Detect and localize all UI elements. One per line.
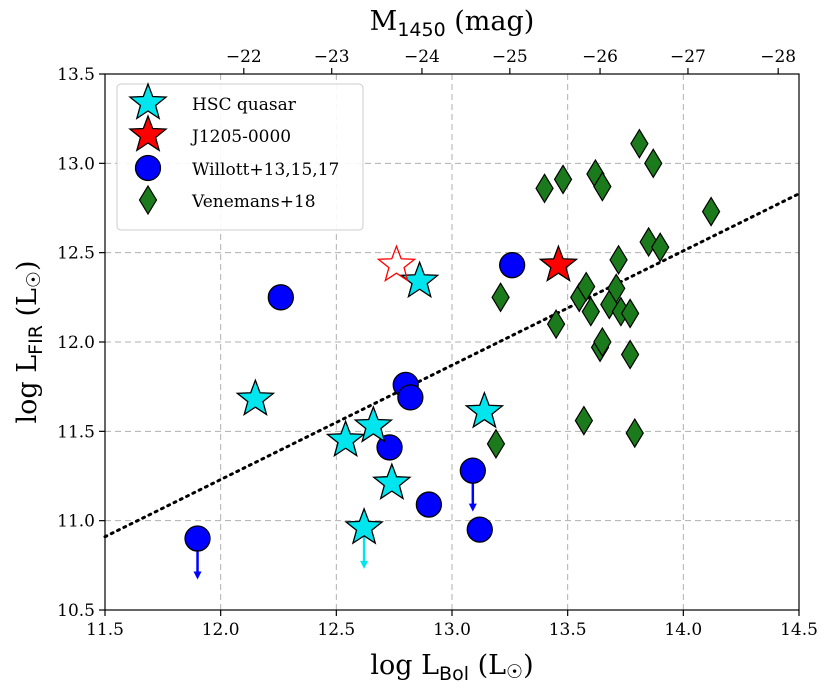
- willott-point-limit-head: [468, 503, 477, 512]
- fit-line-layer: [103, 192, 801, 539]
- venemans-point: [491, 282, 510, 313]
- legend-marker-venemans: [138, 184, 158, 216]
- legend-label-willott: Willott+13,15,17: [192, 160, 339, 180]
- top-tick-label: −23: [314, 47, 350, 67]
- y-tick-label: 12.5: [57, 244, 95, 264]
- venemans-point: [644, 148, 663, 179]
- hsc-quasar-point: [344, 506, 384, 545]
- top-tick-label: −25: [492, 47, 528, 67]
- venemans-point: [620, 298, 640, 329]
- venemans-point: [553, 164, 573, 195]
- willott-point-limit-head: [193, 571, 202, 580]
- top-tick-label: −22: [226, 47, 262, 67]
- x-tick-label: 13.0: [433, 620, 471, 640]
- y-tick-label: 12.0: [57, 333, 95, 353]
- venemans-point: [609, 244, 628, 275]
- ticks-layer: 11.5 12.0 12.5 13.0 13.5 14.0 14.5 10.5 11.0 11.5…: [57, 47, 818, 640]
- legend-label-venemans: Venemans+18: [191, 192, 316, 212]
- willott-point: [466, 516, 493, 543]
- willott-point: [415, 491, 443, 518]
- legend-marker-willott: [134, 154, 162, 182]
- willott-point: [498, 252, 526, 279]
- venemans-point: [535, 173, 554, 204]
- hsc-quasar-point: [325, 419, 366, 458]
- y-tick-label: 13.5: [57, 65, 95, 85]
- top-tick-label: −27: [670, 47, 706, 67]
- x-tick-label: 14.0: [664, 620, 702, 640]
- x-axis-label: log LBol (L☉): [370, 650, 533, 685]
- venemans-point: [593, 326, 612, 358]
- hsc-quasar-point-limit-head: [360, 560, 369, 569]
- fit-line: [103, 192, 801, 539]
- top-tick-label: −24: [404, 47, 440, 67]
- y-axis-label: log LFIR (L☉): [12, 260, 47, 423]
- venemans-point: [574, 405, 594, 436]
- hsc-quasar-point: [353, 405, 394, 443]
- y-tick-label: 13.0: [57, 154, 95, 174]
- willott-point: [267, 284, 294, 311]
- venemans-point: [630, 128, 649, 159]
- venemans-point: [486, 428, 506, 459]
- legend-marker-hsc-quasar: [128, 82, 168, 120]
- venemans-point: [546, 308, 566, 340]
- hsc-quasar-point: [372, 462, 412, 501]
- x-tick-label: 14.5: [780, 620, 818, 640]
- points-layer: [184, 128, 721, 580]
- legend-box: [116, 83, 364, 231]
- willott-point: [397, 384, 424, 411]
- venemans-point: [625, 417, 644, 449]
- j1205-point-hollow: [376, 244, 417, 283]
- x-tick-label: 11.5: [86, 620, 124, 640]
- x-tick-label: 12.5: [317, 620, 355, 640]
- y-tick-label: 11.0: [57, 512, 95, 532]
- venemans-point: [607, 273, 626, 304]
- legend-marker-j1205: [128, 114, 168, 152]
- willott-point: [459, 457, 486, 484]
- legend-markers: [128, 82, 168, 216]
- x-tick-label: 12.0: [202, 620, 240, 640]
- top-tick-label: −26: [582, 47, 618, 67]
- legend: HSC quasar J1205-0000 Willott+13,15,17 V…: [116, 82, 364, 231]
- j1205-point: [538, 244, 579, 283]
- hsc-quasar-point: [464, 390, 505, 429]
- legend-label-j1205: J1205-0000: [190, 127, 291, 147]
- y-tick-label: 10.5: [57, 601, 95, 621]
- venemans-point: [620, 339, 640, 370]
- willott-point: [184, 525, 211, 552]
- venemans-point: [581, 296, 601, 327]
- top-axis-label: M1450 (mag): [370, 6, 535, 41]
- x-tick-label: 13.5: [549, 620, 587, 640]
- hsc-quasar-point: [235, 378, 276, 417]
- top-tick-label: −28: [760, 47, 796, 67]
- y-tick-label: 11.5: [57, 422, 95, 442]
- venemans-point: [650, 232, 670, 263]
- legend-label-hsc-quasar: HSC quasar: [192, 95, 297, 115]
- venemans-point: [576, 271, 596, 302]
- venemans-point: [701, 196, 721, 227]
- venemans-point: [593, 171, 612, 202]
